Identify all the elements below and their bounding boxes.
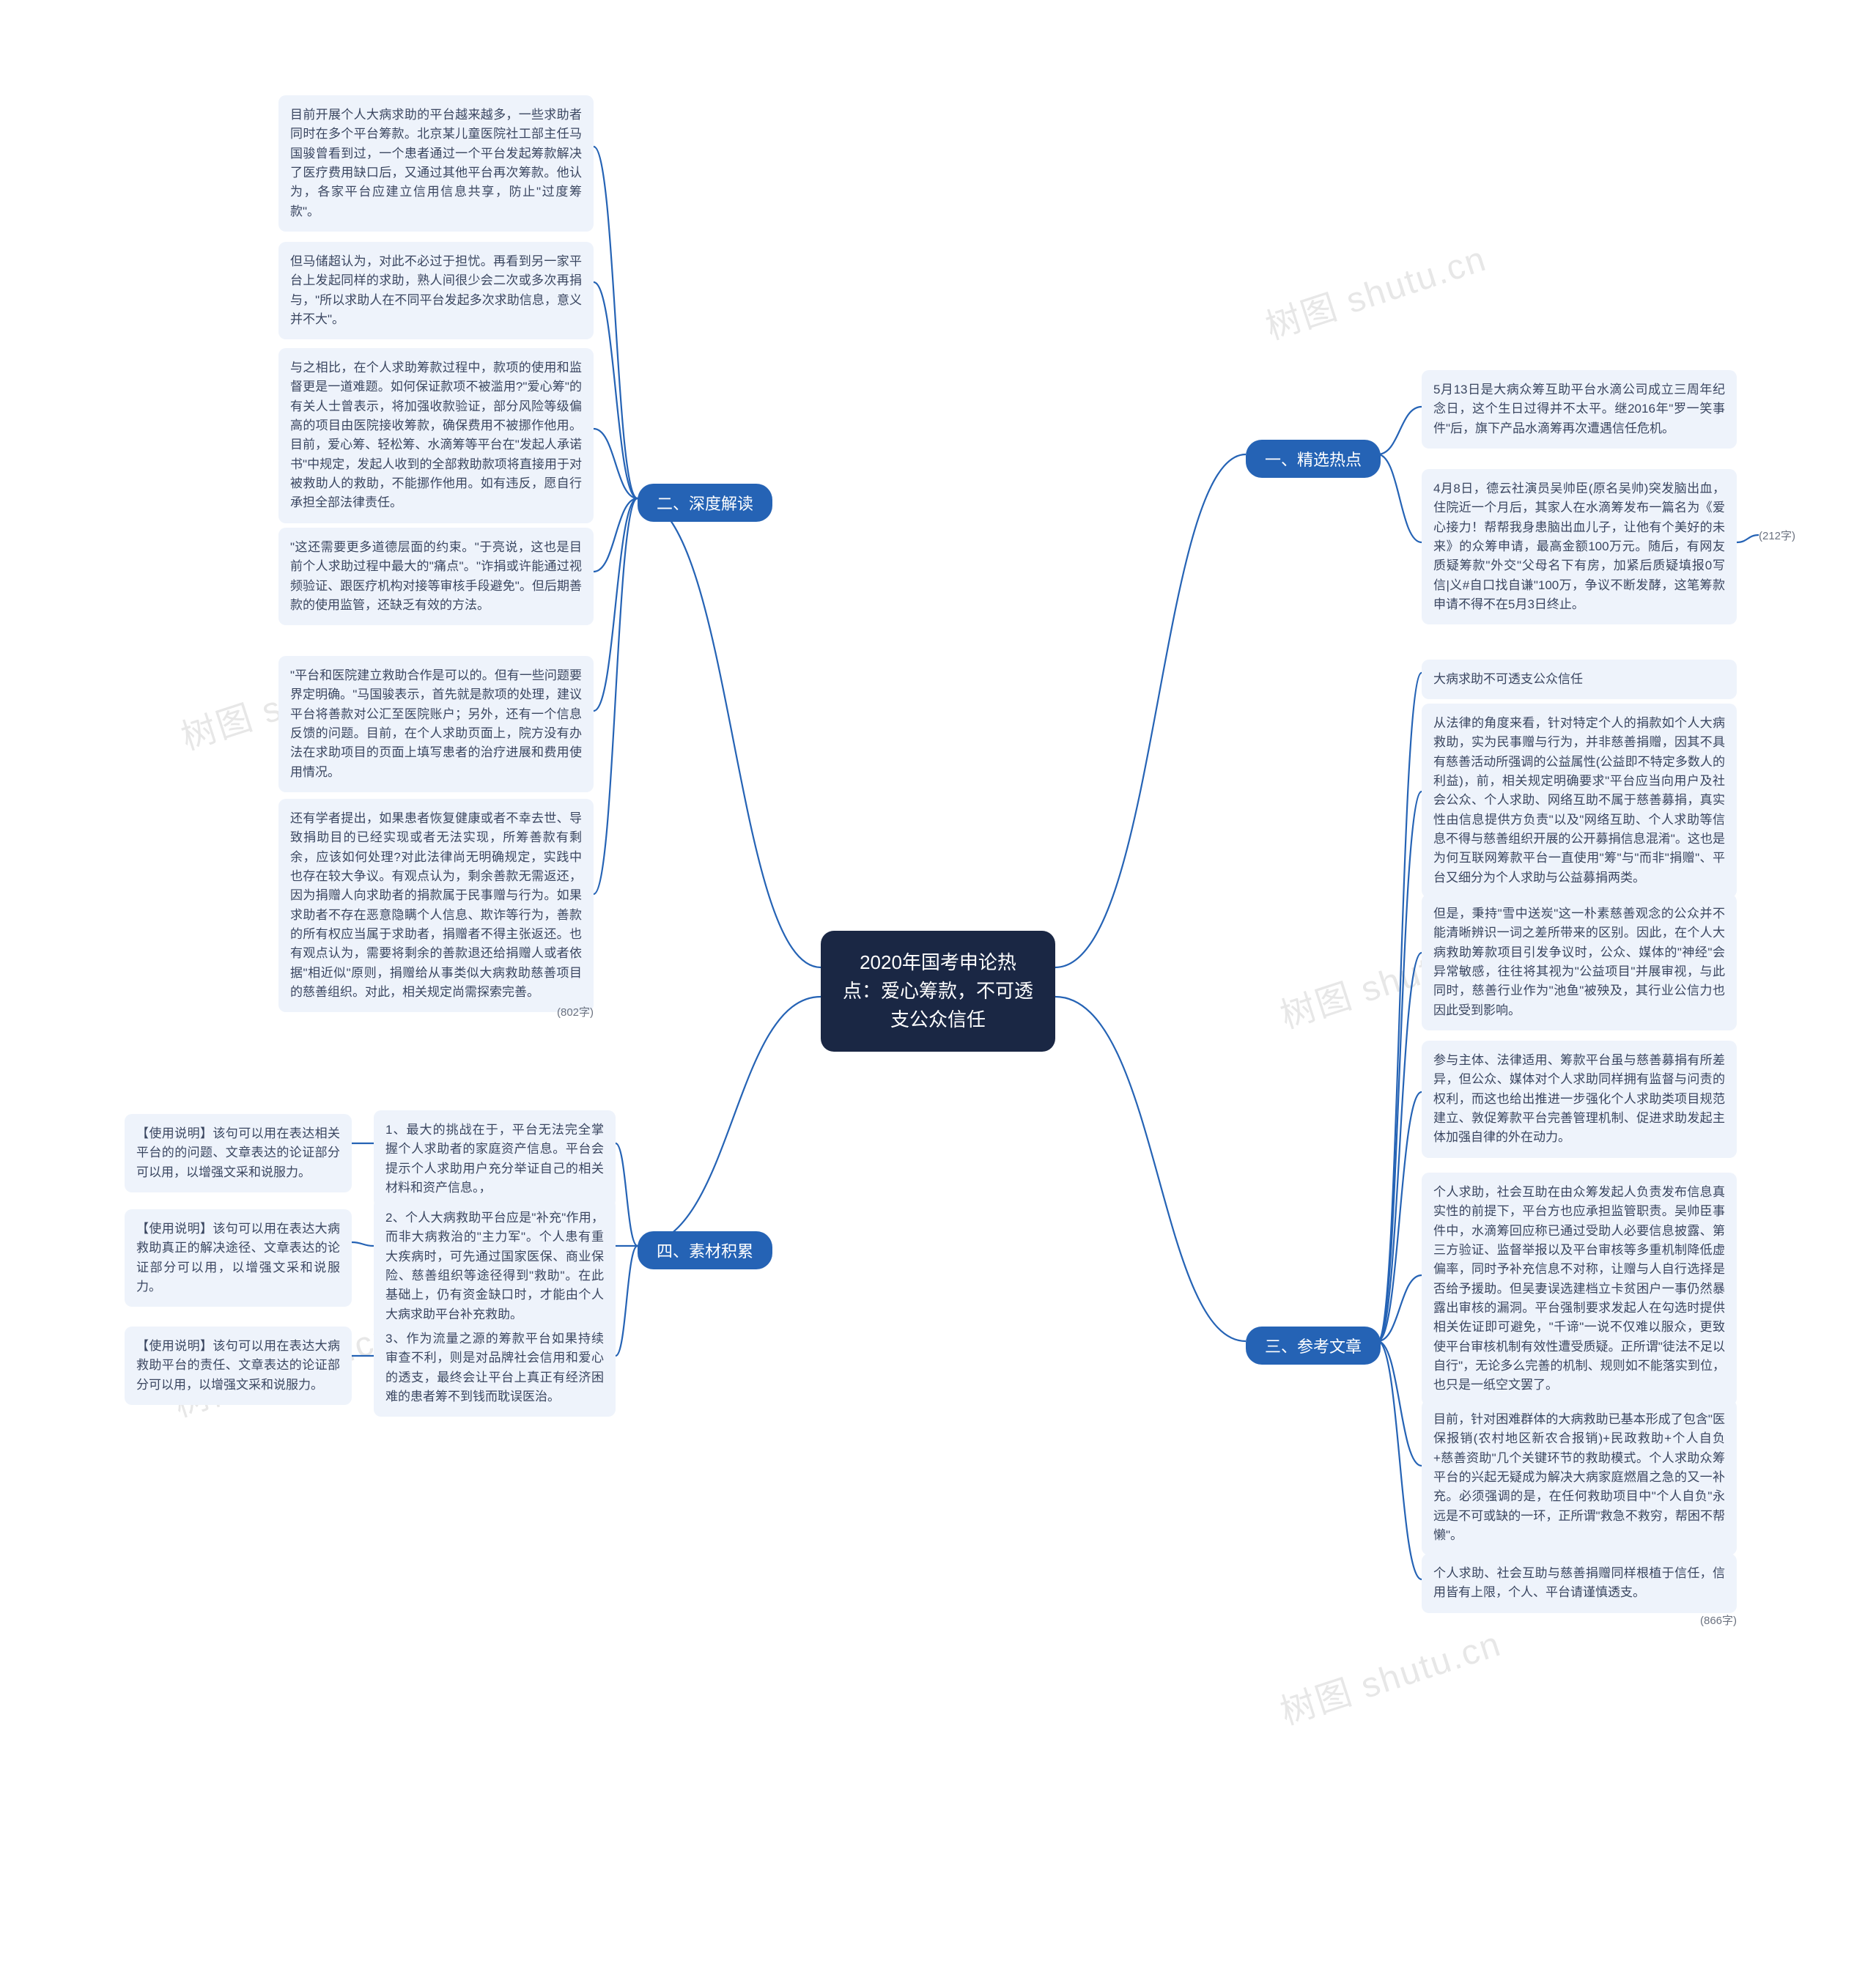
leaf-b3-5[interactable]: 目前，针对困难群体的大病救助已基本形成了包含"医保报销(农村地区新农合报销)+民…	[1422, 1400, 1737, 1555]
leaf-b4-main-0[interactable]: 1、最大的挑战在于，平台无法完全掌握个人求助者的家庭资产信息。平台会提示个人求助…	[374, 1110, 616, 1208]
mindmap-canvas: 树图 shutu.cn 树图 shutu.cn 树图 shutu.cn 树图 s…	[0, 0, 1876, 1970]
leaf-b3-4[interactable]: 个人求助，社会互助在由众筹发起人负责发布信息真实性的前提下，平台方也应承担监管职…	[1422, 1173, 1737, 1406]
leaf-b3-1[interactable]: 从法律的角度来看，针对特定个人的捐款如个人大病救助，实为民事赠与行为，并非慈善捐…	[1422, 704, 1737, 898]
leaf-b4-note-1[interactable]: 【使用说明】该句可以用在表达大病救助真正的解决途径、文章表达的论证部分可以用，以…	[125, 1209, 352, 1307]
branch-4[interactable]: 四、素材积累	[638, 1231, 772, 1269]
leaf-b2-3[interactable]: "这还需要更多道德层面的约束。"于亮说，这也是目前个人求助过程中最大的"痛点"。…	[278, 528, 594, 625]
wordcount-b2: (802字)	[557, 1004, 594, 1019]
leaf-b1-0[interactable]: 5月13日是大病众筹互助平台水滴公司成立三周年纪念日，这个生日过得并不太平。继2…	[1422, 370, 1737, 449]
branch-2[interactable]: 二、深度解读	[638, 484, 772, 522]
watermark: 树图 shutu.cn	[1258, 229, 1492, 349]
center-topic[interactable]: 2020年国考申论热点：爱心筹款，不可透支公众信任	[821, 931, 1055, 1052]
leaf-b3-3[interactable]: 参与主体、法律适用、筹款平台虽与慈善募捐有所差异，但公众、媒体对个人求助同样拥有…	[1422, 1041, 1737, 1158]
leaf-b3-2[interactable]: 但是，秉持"雪中送炭"这一朴素慈善观念的公众并不能清晰辨识一词之差所带来的区别。…	[1422, 894, 1737, 1030]
leaf-b2-1[interactable]: 但马储超认为，对此不必过于担忧。再看到另一家平台上发起同样的求助，熟人间很少会二…	[278, 242, 594, 339]
leaf-b3-6[interactable]: 个人求助、社会互助与慈善捐赠同样根植于信任，信用皆有上限，个人、平台请谨慎透支。	[1422, 1554, 1737, 1613]
leaf-b4-note-2[interactable]: 【使用说明】该句可以用在表达大病救助平台的责任、文章表达的论证部分可以用，以增强…	[125, 1327, 352, 1405]
leaf-b4-note-0[interactable]: 【使用说明】该句可以用在表达相关平台的的问题、文章表达的论证部分可以用，以增强文…	[125, 1114, 352, 1192]
leaf-b4-main-1[interactable]: 2、个人大病救助平台应是"补充"作用，而非大病救治的"主力军"。个人患有重大疾病…	[374, 1198, 616, 1335]
wordcount-b1: (212字)	[1759, 528, 1795, 543]
leaf-b2-0[interactable]: 目前开展个人大病求助的平台越来越多，一些求助者同时在多个平台筹款。北京某儿童医院…	[278, 95, 594, 232]
leaf-b3-0[interactable]: 大病求助不可透支公众信任	[1422, 660, 1737, 699]
wordcount-b3: (866字)	[1700, 1612, 1737, 1628]
branch-3[interactable]: 三、参考文章	[1246, 1327, 1381, 1365]
leaf-b2-2[interactable]: 与之相比，在个人求助筹款过程中，款项的使用和监督更是一道难题。如何保证款项不被滥…	[278, 348, 594, 523]
branch-1[interactable]: 一、精选热点	[1246, 440, 1381, 478]
leaf-b1-1[interactable]: 4月8日，德云社演员吴帅臣(原名吴帅)突发脑出血，住院近一个月后，其家人在水滴筹…	[1422, 469, 1737, 624]
leaf-b4-main-2[interactable]: 3、作为流量之源的筹款平台如果持续审查不利，则是对品牌社会信用和爱心的透支，最终…	[374, 1319, 616, 1417]
leaf-b2-5[interactable]: 还有学者提出，如果患者恢复健康或者不幸去世、导致捐助目的已经实现或者无法实现，所…	[278, 799, 594, 1012]
leaf-b2-4[interactable]: "平台和医院建立救助合作是可以的。但有一些问题要界定明确。"马国骏表示，首先就是…	[278, 656, 594, 792]
watermark: 树图 shutu.cn	[1273, 1615, 1507, 1734]
